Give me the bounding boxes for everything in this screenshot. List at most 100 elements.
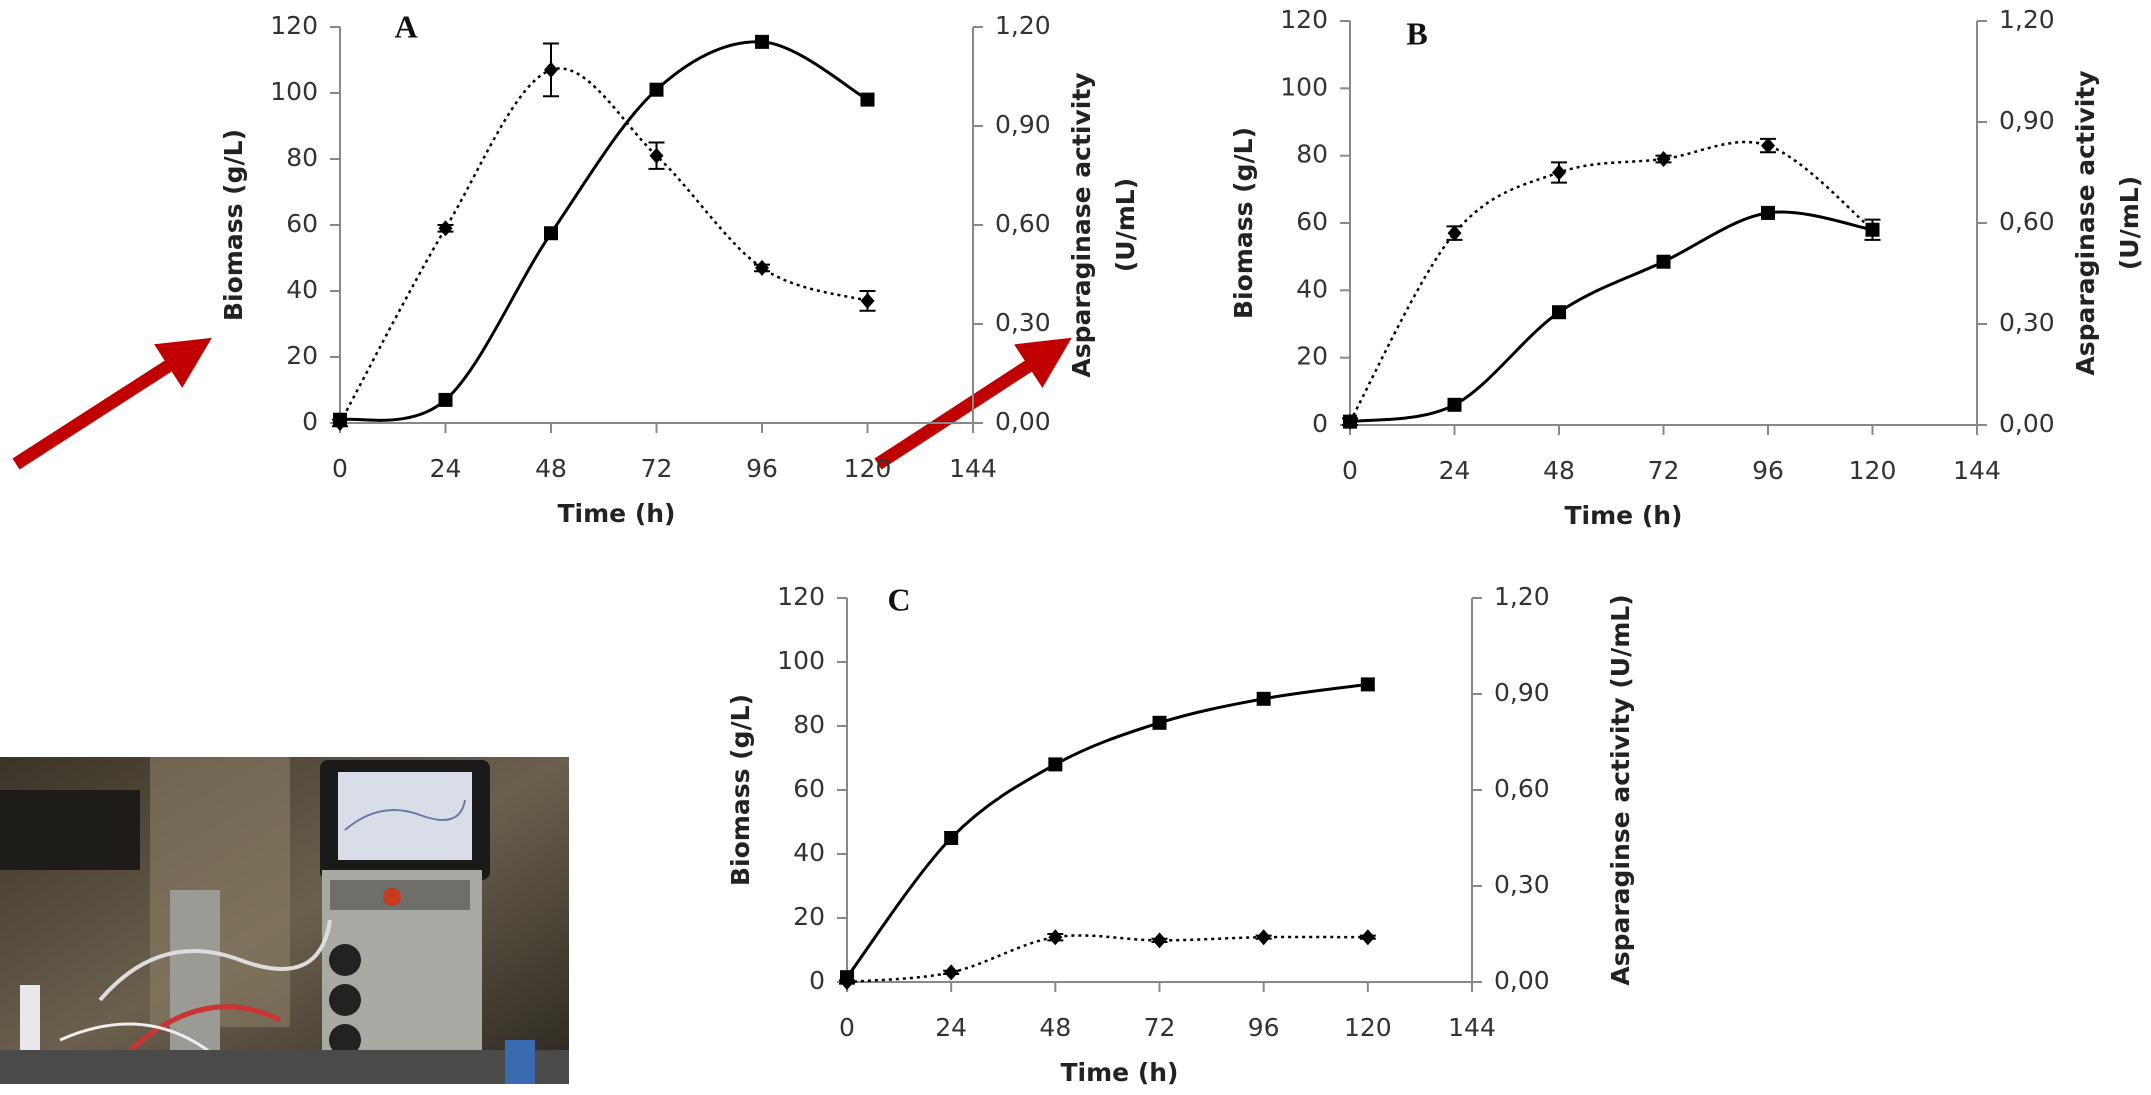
y2-axis-label: (U/mL) bbox=[2115, 176, 2144, 270]
marker bbox=[1656, 151, 1671, 168]
y-axis-label: Biomass (g/L) bbox=[1229, 127, 1258, 319]
y2-tick-label: 0,60 bbox=[995, 209, 1051, 238]
marker bbox=[1256, 929, 1271, 946]
chart-title: B bbox=[1406, 15, 1427, 51]
chart: 0 20 40 60 80 100 120 0,00 0,30 0,60 0,90 1,20 0 24 48… bbox=[1229, 5, 2144, 530]
marker bbox=[944, 831, 959, 845]
marker bbox=[438, 220, 453, 237]
y2-tick-label: 0,00 bbox=[1494, 966, 1550, 995]
x-axis-label: Time (h) bbox=[558, 499, 676, 528]
y2-tick-label: 1,20 bbox=[1999, 5, 2055, 34]
x-tick-label: 0 bbox=[1342, 456, 1358, 485]
x-tick-label: 24 bbox=[935, 1013, 967, 1042]
chart: 0 20 40 60 80 100 120 0,00 0,30 0,60 0,90 1,20 0 24 48… bbox=[219, 8, 1140, 528]
series-line bbox=[1349, 210, 1873, 424]
x-tick-label: 96 bbox=[1752, 456, 1784, 485]
x-axis-label: Time (h) bbox=[1565, 501, 1683, 530]
y2-tick-label: 0,30 bbox=[1999, 308, 2055, 337]
marker bbox=[649, 82, 664, 97]
y-tick-label: 80 bbox=[1296, 140, 1328, 169]
marker bbox=[1552, 164, 1566, 181]
x-tick-label: 48 bbox=[1039, 1013, 1071, 1042]
y2-tick-label: 0,60 bbox=[1999, 207, 2055, 236]
chart-title: A bbox=[394, 8, 417, 44]
y2-tick-label: 0,90 bbox=[995, 110, 1051, 139]
y-tick-label: 40 bbox=[286, 275, 318, 304]
marker bbox=[1552, 305, 1566, 320]
y2-tick-label: 0,00 bbox=[995, 407, 1051, 436]
marker bbox=[1865, 221, 1880, 238]
marker bbox=[1360, 677, 1375, 692]
x-tick-label: 144 bbox=[1448, 1013, 1496, 1042]
marker bbox=[1761, 137, 1775, 154]
y-tick-label: 0 bbox=[1312, 409, 1328, 438]
marker bbox=[1152, 715, 1167, 730]
y2-tick-label: 0,30 bbox=[995, 308, 1051, 337]
marker bbox=[544, 61, 558, 78]
y-tick-label: 100 bbox=[1280, 72, 1328, 101]
x-tick-label: 72 bbox=[641, 454, 673, 483]
marker bbox=[1447, 225, 1462, 242]
x-tick-label: 72 bbox=[1144, 1013, 1176, 1042]
marker bbox=[755, 34, 769, 49]
series-line bbox=[1348, 140, 1874, 423]
series-line bbox=[339, 40, 869, 422]
y2-tick-label: 0,90 bbox=[1999, 106, 2055, 135]
marker bbox=[649, 147, 664, 164]
x-tick-label: 120 bbox=[1344, 1013, 1392, 1042]
arrow bbox=[874, 337, 1072, 470]
marker bbox=[1656, 254, 1671, 269]
chart-title: C bbox=[887, 581, 910, 617]
y2-axis-label: Asparaginase activity bbox=[2071, 70, 2100, 375]
series-line bbox=[845, 682, 1369, 979]
y-tick-label: 40 bbox=[1296, 274, 1328, 303]
x-tick-label: 144 bbox=[949, 454, 997, 483]
y-tick-label: 60 bbox=[286, 209, 318, 238]
x-tick-label: 0 bbox=[332, 454, 348, 483]
x-tick-label: 24 bbox=[1439, 456, 1471, 485]
arrow bbox=[12, 337, 212, 470]
y-tick-label: 60 bbox=[1296, 207, 1328, 236]
x-tick-label: 120 bbox=[1849, 456, 1897, 485]
chart: 0 20 40 60 80 100 120 0,00 0,30 0,60 0,90 1,20 0 24 48… bbox=[726, 581, 1635, 1087]
y-tick-label: 0 bbox=[809, 966, 825, 995]
y-tick-label: 20 bbox=[286, 341, 318, 370]
y-tick-label: 20 bbox=[793, 902, 825, 931]
y-tick-label: 20 bbox=[1296, 342, 1328, 371]
y-axis-label: Biomass (g/L) bbox=[219, 129, 248, 321]
marker bbox=[1256, 691, 1271, 706]
series-line bbox=[846, 934, 1368, 984]
marker bbox=[1048, 929, 1063, 946]
x-tick-label: 72 bbox=[1648, 456, 1680, 485]
x-tick-label: 120 bbox=[844, 454, 892, 483]
marker bbox=[840, 974, 854, 990]
marker bbox=[1761, 205, 1775, 220]
marker bbox=[1360, 929, 1375, 946]
y2-axis-label: Asparaginase activity bbox=[1067, 72, 1096, 377]
y2-tick-label: 0,90 bbox=[1494, 678, 1550, 707]
marker bbox=[1343, 413, 1357, 430]
y-tick-label: 100 bbox=[777, 646, 825, 675]
marker bbox=[1447, 397, 1462, 412]
marker bbox=[1152, 932, 1167, 949]
marker bbox=[438, 392, 453, 407]
y2-axis-label: Asparaginse activity (U/mL) bbox=[1606, 594, 1635, 985]
x-tick-label: 24 bbox=[430, 454, 462, 483]
series-line bbox=[338, 67, 868, 424]
y2-tick-label: 1,20 bbox=[1494, 582, 1550, 611]
bioreactor-photo bbox=[0, 757, 569, 1084]
x-tick-label: 48 bbox=[535, 454, 567, 483]
marker bbox=[333, 415, 347, 431]
y2-tick-label: 1,20 bbox=[995, 11, 1051, 40]
marker bbox=[1048, 757, 1063, 772]
x-tick-label: 96 bbox=[746, 454, 778, 483]
y-tick-label: 40 bbox=[793, 838, 825, 867]
x-tick-label: 48 bbox=[1543, 456, 1575, 485]
y-tick-label: 100 bbox=[270, 77, 318, 106]
y-tick-label: 120 bbox=[270, 11, 318, 40]
x-axis-label: Time (h) bbox=[1061, 1058, 1179, 1087]
marker bbox=[944, 964, 959, 981]
x-tick-label: 96 bbox=[1248, 1013, 1280, 1042]
y-tick-label: 80 bbox=[793, 710, 825, 739]
